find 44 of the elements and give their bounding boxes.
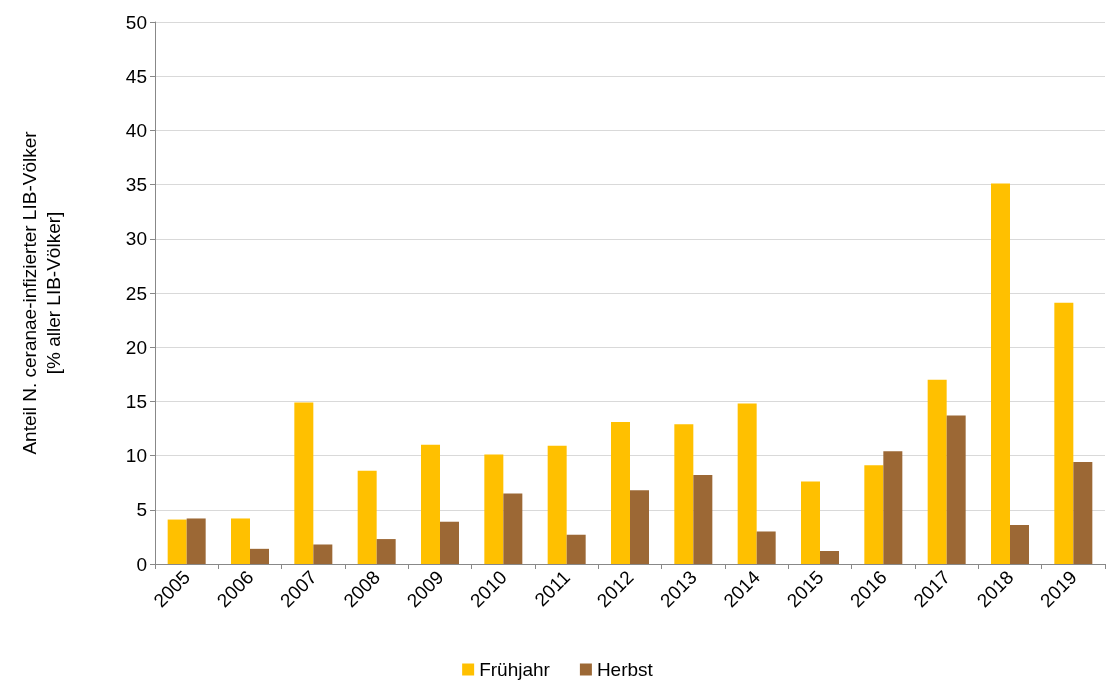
bar: [250, 548, 269, 564]
bar: [1054, 302, 1074, 564]
y-tick-label: 20: [125, 336, 147, 358]
bar: [231, 518, 250, 564]
bar: [440, 521, 459, 564]
y-tick-label: 40: [125, 119, 147, 141]
bar: [167, 519, 187, 564]
bar: [674, 424, 694, 564]
y-tick-label: 35: [125, 174, 147, 196]
bar: [421, 444, 440, 564]
bar: [883, 451, 903, 564]
bar: [484, 454, 504, 564]
bar: [313, 544, 333, 564]
y-tick-label: 30: [125, 228, 147, 250]
bar: [820, 550, 839, 564]
bar: [991, 183, 1010, 564]
y-tick-label: 15: [125, 390, 147, 412]
bar: [693, 475, 713, 564]
bar: [503, 493, 523, 564]
bar: [864, 465, 884, 564]
bar: [611, 422, 630, 564]
y-tick-label: 50: [125, 11, 147, 33]
bar: [547, 445, 567, 564]
bar: [1073, 462, 1093, 564]
y-axis-title: Anteil N. ceranae-infizierter LIB-Völker [% aller LIB-Völker]: [18, 130, 64, 455]
bar: [630, 490, 649, 564]
legend-label: Frühjahr: [479, 659, 551, 680]
y-tick-label: 25: [125, 282, 147, 304]
y-tick-label: 0: [136, 553, 147, 575]
bar: [737, 403, 757, 564]
y-tick-label: 10: [125, 445, 147, 467]
bar: [376, 539, 396, 564]
bar: [756, 531, 776, 564]
bar: [186, 518, 206, 564]
legend-label: Herbst: [596, 659, 654, 680]
bar: [294, 402, 314, 564]
y-tick-label: 5: [136, 499, 147, 521]
bar: [801, 481, 820, 564]
bar: [357, 470, 377, 564]
bar: [946, 415, 966, 564]
y-tick-label: 45: [125, 65, 147, 87]
bar: [927, 379, 947, 564]
bar: [566, 534, 586, 564]
bar: [1010, 524, 1029, 564]
